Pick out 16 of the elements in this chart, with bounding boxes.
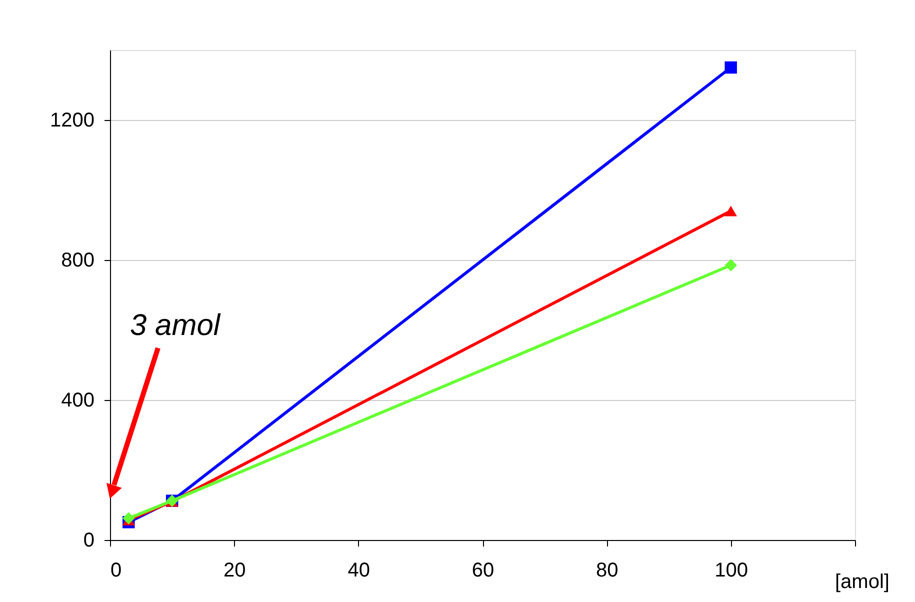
x-tick-label: 20 — [224, 560, 246, 582]
x-tick-label: 100 — [714, 560, 748, 582]
y-tick-label: 400 — [61, 390, 94, 412]
x-tick-label: 40 — [348, 560, 370, 582]
point — [122, 512, 135, 524]
y-tick-label: 0 — [83, 530, 94, 552]
x-tick-label: 80 — [596, 560, 618, 582]
point — [724, 61, 737, 74]
y-tick-label: 800 — [61, 250, 94, 272]
y-tick-label: 1200 — [50, 110, 94, 132]
x-tick-label: 0 — [110, 560, 122, 582]
point — [724, 259, 737, 272]
annotation: 3 amol — [130, 309, 222, 342]
x-tick-label: 60 — [472, 560, 494, 582]
point — [724, 206, 737, 216]
x-axis-title: [amol] — [835, 571, 890, 593]
